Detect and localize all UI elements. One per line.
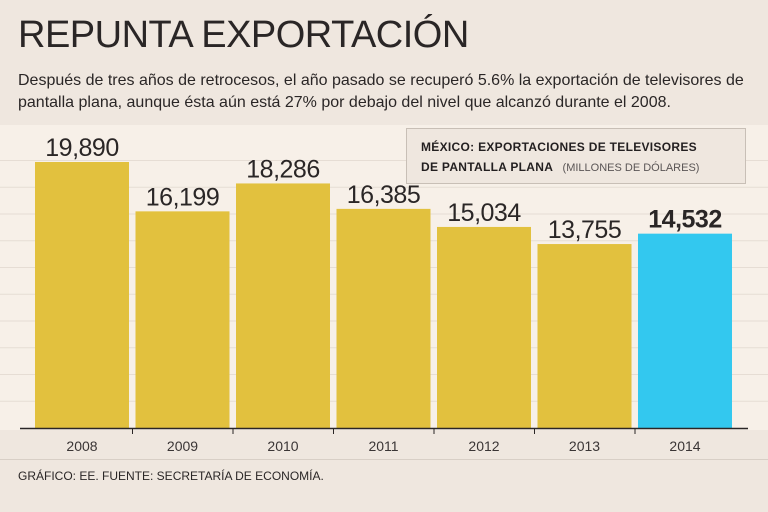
bar-2014 [638,233,732,428]
x-tick-label-2012: 2012 [468,438,499,454]
value-label-2014: 14,532 [648,206,721,234]
chart-subtitle: Después de tres años de retrocesos, el a… [18,72,744,111]
bar-2013 [537,244,632,428]
bar-2012 [437,226,531,428]
x-tick-label-2009: 2009 [167,438,198,454]
value-label-2013: 13,755 [548,216,621,244]
value-label-2008: 19,890 [45,134,118,162]
legend-unit: (MILLONES DE DÓLARES) [562,162,700,174]
legend-title-line2: DE PANTALLA PLANA [421,160,554,174]
x-tick-label-2011: 2011 [368,438,398,454]
footer-divider [0,459,768,460]
source-credit: GRÁFICO: EE. FUENTE: SECRETARÍA DE ECONO… [18,469,324,483]
value-label-2012: 15,034 [447,199,521,227]
chart-title: REPUNTA EXPORTACIÓN [18,14,469,56]
chart-legend-box: MÉXICO: EXPORTACIONES DE TELEVISORES DE … [406,128,746,184]
legend-title-line1: MÉXICO: EXPORTACIONES DE TELEVISORES [421,140,697,154]
x-tick-label-2008: 2008 [66,438,97,454]
bar-2011 [336,208,431,428]
x-tick-label-2013: 2013 [569,438,600,454]
bar-chart: 19,890 2008 16,199 2009 18,286 2010 16,385 2011… [0,134,768,454]
bar-2010 [236,183,330,428]
bar-2008 [35,162,129,428]
value-label-2011: 16,385 [347,181,420,209]
x-tick-label-2010: 2010 [267,438,298,454]
value-label-2010: 18,286 [246,155,319,183]
bar-2009 [135,211,230,428]
value-label-2009: 16,199 [146,183,219,211]
x-tick-label-2014: 2014 [669,438,700,454]
